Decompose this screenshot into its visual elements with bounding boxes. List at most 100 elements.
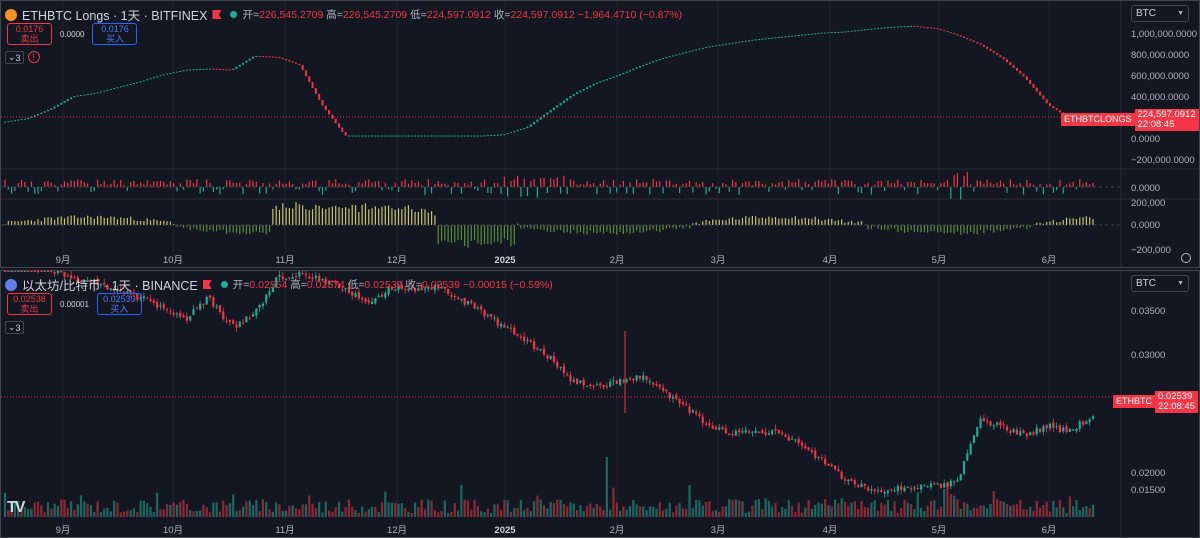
oscillator-bar bbox=[182, 225, 185, 228]
candle-body bbox=[447, 289, 450, 294]
price-axis-label: 600,000.0000 bbox=[1131, 71, 1189, 82]
candle-body bbox=[509, 327, 513, 329]
candle-body bbox=[156, 302, 159, 308]
volume-bar bbox=[384, 491, 387, 517]
oscillator-bar bbox=[483, 179, 486, 187]
top-sell-button[interactable]: 0.0176 卖出 bbox=[7, 23, 52, 45]
candle bbox=[232, 68, 235, 70]
candle-body bbox=[605, 386, 608, 388]
candle bbox=[552, 107, 555, 111]
oscillator-bar bbox=[857, 221, 859, 225]
oscillator-bar bbox=[943, 182, 945, 187]
oscillator-bar bbox=[1049, 221, 1051, 225]
oscillator-bar bbox=[473, 187, 476, 190]
volume-bar bbox=[268, 509, 271, 517]
oscillator-bar bbox=[831, 179, 833, 187]
candle bbox=[705, 47, 708, 49]
oscillator-bar bbox=[384, 182, 386, 187]
candle-body bbox=[1038, 428, 1042, 432]
volume-bar bbox=[17, 500, 20, 517]
candle bbox=[361, 135, 364, 137]
candle-body bbox=[843, 479, 847, 481]
volume-bar bbox=[668, 502, 671, 517]
flag-icon[interactable] bbox=[212, 10, 222, 19]
oscillator-bar bbox=[943, 225, 945, 234]
settings-icon[interactable] bbox=[1181, 253, 1191, 263]
candle bbox=[711, 45, 714, 47]
volume-bar bbox=[13, 502, 17, 517]
candle-body bbox=[1078, 421, 1081, 429]
oscillator-bar bbox=[946, 179, 949, 187]
candle bbox=[576, 92, 579, 95]
bottom-currency-select[interactable]: BTC ▼ bbox=[1131, 275, 1189, 292]
oscillator-bar bbox=[844, 222, 846, 225]
volume-bar bbox=[982, 505, 985, 517]
volume-bar bbox=[1009, 505, 1012, 517]
ethbtc-chart-pane[interactable]: 0.03500 0.03000 0.02000 0.01500 9月 10月 11月 12月 2… bbox=[0, 270, 1200, 538]
top-currency-select[interactable]: BTC ▼ bbox=[1131, 5, 1189, 22]
candle-body bbox=[20, 271, 23, 272]
oscillator-bar bbox=[533, 225, 535, 230]
oscillator-bar bbox=[434, 183, 436, 187]
top-buy-button[interactable]: 0.0176 买入 bbox=[92, 23, 138, 45]
oscillator-bar bbox=[536, 187, 539, 198]
candle-body bbox=[962, 461, 966, 474]
volume-bar bbox=[569, 502, 572, 517]
volume-bar bbox=[195, 510, 198, 517]
volume-bar bbox=[648, 506, 651, 517]
oscillator-bar bbox=[774, 216, 777, 225]
oscillator-bar bbox=[90, 216, 92, 225]
bottom-symbol-title[interactable]: 以太坊/比特币 · 1天 · BINANCE bbox=[22, 279, 198, 293]
candle bbox=[116, 87, 119, 89]
volume-bar bbox=[1078, 510, 1081, 517]
oscillator-bar bbox=[156, 181, 158, 187]
candle bbox=[863, 29, 866, 31]
oscillator-bar bbox=[546, 187, 548, 194]
top-indicators-toggle[interactable]: ⌄ 3 bbox=[5, 51, 24, 64]
volume-bar bbox=[43, 512, 46, 517]
ethereum-coin-icon bbox=[5, 278, 17, 291]
flag-icon[interactable] bbox=[202, 280, 212, 289]
candle bbox=[992, 50, 995, 53]
oscillator-bar bbox=[126, 187, 128, 191]
longs-chart-pane[interactable]: 1,000,000.0000 800,000.0000 600,000.0000 40… bbox=[0, 0, 1200, 268]
oscillator-bar bbox=[563, 225, 565, 233]
oscillator-bar bbox=[612, 180, 615, 187]
longs-chart-canvas[interactable]: 1,000,000.0000800,000.0000600,000.000040… bbox=[1, 1, 1199, 267]
oscillator-bar bbox=[467, 184, 469, 187]
oscillator-bar bbox=[510, 180, 512, 187]
bottom-sell-button[interactable]: 0.02538 卖出 bbox=[7, 293, 52, 315]
volume-bar bbox=[652, 506, 655, 517]
volume-bar bbox=[99, 512, 103, 517]
oscillator-bar bbox=[679, 187, 681, 194]
candle bbox=[1002, 56, 1005, 60]
oscillator-bar bbox=[4, 224, 6, 225]
oscillator-bar bbox=[874, 184, 876, 187]
top-symbol-title[interactable]: ETHBTC Longs · 1天 · BITFINEX bbox=[22, 9, 208, 23]
volume-bar bbox=[523, 510, 526, 517]
candle-body bbox=[1012, 429, 1015, 433]
volume-bar bbox=[840, 498, 843, 517]
oscillator-bar bbox=[841, 181, 843, 187]
candle bbox=[850, 30, 853, 32]
oscillator-bar bbox=[1032, 184, 1035, 187]
oscillator-bar bbox=[60, 216, 62, 225]
candle bbox=[853, 30, 856, 32]
tradingview-logo[interactable]: TV bbox=[7, 499, 26, 516]
volume-bar bbox=[1088, 508, 1091, 517]
oscillator-bar bbox=[576, 184, 578, 187]
volume-bar bbox=[615, 502, 618, 517]
candle bbox=[166, 73, 169, 75]
volume-bar bbox=[284, 510, 288, 517]
oscillator-bar bbox=[454, 225, 456, 243]
volume-bar bbox=[165, 503, 169, 517]
candle bbox=[123, 85, 126, 87]
warning-icon[interactable]: ! bbox=[27, 51, 40, 63]
candle-body bbox=[86, 280, 89, 282]
oscillator-bar bbox=[556, 225, 558, 230]
candle-body bbox=[268, 291, 271, 296]
bottom-indicators-toggle[interactable]: ⌄ 3 bbox=[5, 321, 24, 334]
volume-bar bbox=[427, 499, 430, 517]
bottom-buy-button[interactable]: 0.02539 买入 bbox=[96, 293, 142, 315]
